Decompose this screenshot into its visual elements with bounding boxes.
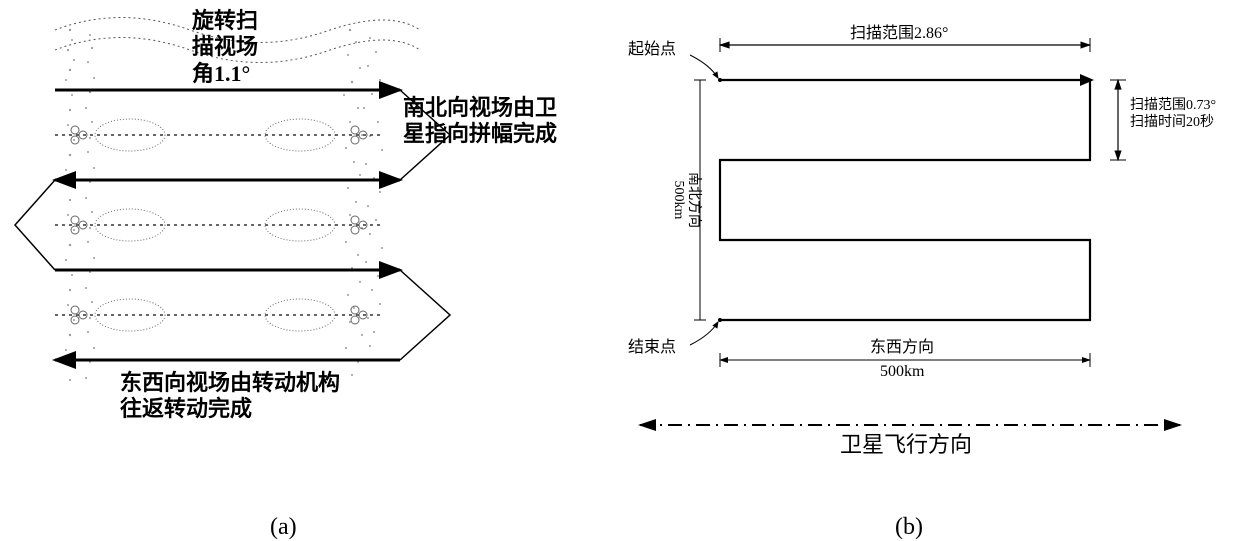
- end-point-marker: [718, 318, 722, 322]
- left-axis-label: 南北方向: [686, 172, 702, 228]
- sublabel-a: (a): [270, 514, 297, 541]
- start-point-label: 起始点: [628, 40, 676, 59]
- scan-path-arrowhead: [1080, 74, 1094, 86]
- left-axis-value: 500km: [671, 181, 686, 220]
- end-leader: [690, 322, 718, 345]
- dim-chevron-left: [15, 180, 55, 270]
- ew-fov-label: 东西向视场由转动机构 往返转动完成: [120, 370, 340, 423]
- eye-shapes: [95, 119, 335, 331]
- bottom-axis-value: 500km: [880, 362, 924, 381]
- rotation-fov-label: 旋转扫 描视场 角1.1°: [192, 8, 258, 87]
- panel-a: 旋转扫 描视场 角1.1° 南北向视场由卫 星指向拼幅完成 东西向视场由转动机构…: [0, 0, 580, 500]
- scan-path: [720, 80, 1090, 320]
- flight-direction-label: 卫星飞行方向: [840, 432, 972, 458]
- dim-chevron-right-2: [400, 270, 450, 360]
- ns-fov-label: 南北向视场由卫 星指向拼幅完成: [403, 95, 557, 148]
- right-span-label: 扫描范围0.73° 扫描时间20秒: [1130, 98, 1216, 132]
- panel-b: 南北方向 500km 起始点 结束点 扫描范围2.86° 扫描范围0.73° 扫…: [590, 0, 1230, 500]
- top-span-label: 扫描范围2.86°: [850, 24, 948, 43]
- sublabel-b: (b): [895, 514, 923, 541]
- panel-b-svg: 南北方向 500km: [590, 0, 1230, 480]
- bottom-axis-label: 东西方向: [870, 338, 934, 357]
- end-point-label: 结束点: [628, 338, 676, 357]
- start-leader: [690, 55, 718, 78]
- start-point-marker: [718, 78, 722, 82]
